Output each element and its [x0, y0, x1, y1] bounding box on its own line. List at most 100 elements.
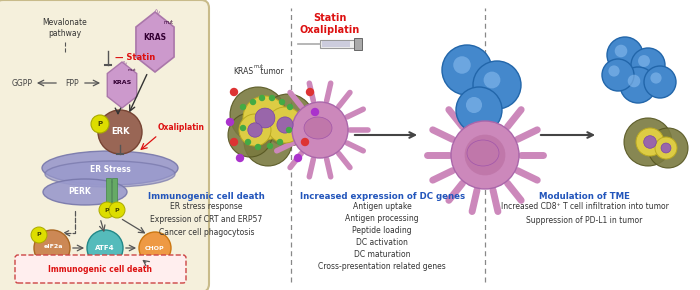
Circle shape	[451, 121, 519, 189]
Circle shape	[237, 155, 244, 162]
Circle shape	[267, 107, 303, 143]
Text: CHOP: CHOP	[145, 246, 164, 251]
Polygon shape	[107, 62, 136, 108]
Circle shape	[251, 99, 256, 104]
Ellipse shape	[42, 151, 178, 185]
Text: Increased CD8⁺ T cell infiltration into tumor: Increased CD8⁺ T cell infiltration into …	[500, 202, 668, 211]
Text: Antigen processing: Antigen processing	[345, 214, 419, 223]
Text: DC activation: DC activation	[356, 238, 408, 247]
Circle shape	[307, 88, 314, 95]
Circle shape	[295, 155, 302, 162]
Circle shape	[244, 118, 292, 166]
Circle shape	[288, 104, 293, 110]
Text: Oxaliplatin: Oxaliplatin	[158, 124, 205, 133]
Circle shape	[248, 123, 262, 137]
Circle shape	[230, 87, 286, 143]
Text: KRAS: KRAS	[233, 68, 253, 77]
Circle shape	[87, 230, 123, 266]
Bar	[112, 178, 117, 206]
Circle shape	[636, 128, 664, 156]
Circle shape	[602, 59, 634, 91]
Circle shape	[644, 66, 676, 98]
Circle shape	[230, 139, 237, 146]
Text: Suppression of PD-L1 in tumor: Suppression of PD-L1 in tumor	[526, 216, 643, 225]
Circle shape	[465, 135, 505, 175]
Circle shape	[631, 48, 665, 82]
Circle shape	[638, 55, 650, 67]
Circle shape	[109, 202, 125, 218]
Text: Expression of CRT and ERP57: Expression of CRT and ERP57	[150, 215, 262, 224]
Text: ATF4: ATF4	[95, 245, 115, 251]
Circle shape	[255, 108, 275, 128]
Circle shape	[286, 128, 291, 133]
Circle shape	[246, 139, 251, 144]
Text: P: P	[36, 233, 41, 238]
Circle shape	[277, 117, 293, 133]
Circle shape	[292, 102, 348, 158]
Circle shape	[620, 67, 656, 103]
Bar	[322, 41, 350, 47]
Circle shape	[239, 114, 271, 146]
Text: mut: mut	[127, 68, 136, 72]
Text: PERK: PERK	[69, 188, 92, 197]
Text: Oxaliplatin: Oxaliplatin	[300, 25, 360, 35]
Text: ∿: ∿	[121, 59, 127, 65]
Text: KRAS: KRAS	[144, 34, 167, 43]
Circle shape	[628, 75, 640, 87]
Circle shape	[312, 108, 318, 115]
Ellipse shape	[43, 179, 127, 205]
Text: eIF2a: eIF2a	[43, 244, 63, 249]
Text: Statin: Statin	[314, 13, 346, 23]
Text: Increased expression of DC genes: Increased expression of DC genes	[300, 192, 465, 201]
Text: Modulation of TME: Modulation of TME	[539, 192, 630, 201]
Circle shape	[91, 115, 109, 133]
Circle shape	[644, 136, 657, 148]
Circle shape	[650, 72, 662, 84]
Circle shape	[230, 88, 237, 95]
Circle shape	[655, 137, 677, 159]
Circle shape	[228, 113, 272, 157]
Text: P: P	[115, 208, 119, 213]
Text: Mevalonate
pathway: Mevalonate pathway	[43, 18, 88, 38]
Circle shape	[624, 118, 672, 166]
Text: Immunogenic cell death: Immunogenic cell death	[148, 192, 265, 201]
Text: P: P	[97, 121, 103, 127]
Circle shape	[302, 139, 309, 146]
Polygon shape	[320, 40, 356, 48]
Text: Cancer cell phagocytosis: Cancer cell phagocytosis	[159, 228, 254, 237]
Text: ER Stress: ER Stress	[90, 166, 130, 175]
Circle shape	[270, 95, 274, 101]
Text: — Statin: — Statin	[115, 53, 155, 63]
Circle shape	[277, 139, 283, 144]
Circle shape	[31, 227, 47, 243]
Circle shape	[484, 72, 500, 88]
Circle shape	[241, 126, 246, 130]
Text: GGPP: GGPP	[11, 79, 32, 88]
Circle shape	[99, 202, 115, 218]
Circle shape	[454, 56, 470, 74]
Circle shape	[260, 95, 265, 101]
Circle shape	[648, 128, 688, 168]
Circle shape	[256, 144, 260, 150]
Circle shape	[98, 110, 142, 154]
Text: ∿: ∿	[153, 8, 160, 17]
Text: ERK: ERK	[111, 126, 130, 135]
Text: ER stress response: ER stress response	[170, 202, 243, 211]
Circle shape	[267, 144, 272, 148]
Text: P: P	[105, 208, 109, 213]
Circle shape	[615, 45, 627, 57]
Circle shape	[241, 104, 246, 110]
Ellipse shape	[304, 117, 332, 139]
FancyBboxPatch shape	[15, 255, 186, 283]
Text: Immunogenic cell death: Immunogenic cell death	[48, 264, 152, 273]
Bar	[354, 38, 362, 50]
Circle shape	[304, 114, 336, 146]
Circle shape	[442, 45, 492, 95]
Text: mut: mut	[163, 21, 173, 26]
Circle shape	[608, 66, 620, 77]
Circle shape	[307, 124, 314, 131]
Bar	[106, 178, 111, 206]
Circle shape	[607, 37, 643, 73]
Circle shape	[227, 119, 234, 126]
Circle shape	[262, 94, 314, 146]
